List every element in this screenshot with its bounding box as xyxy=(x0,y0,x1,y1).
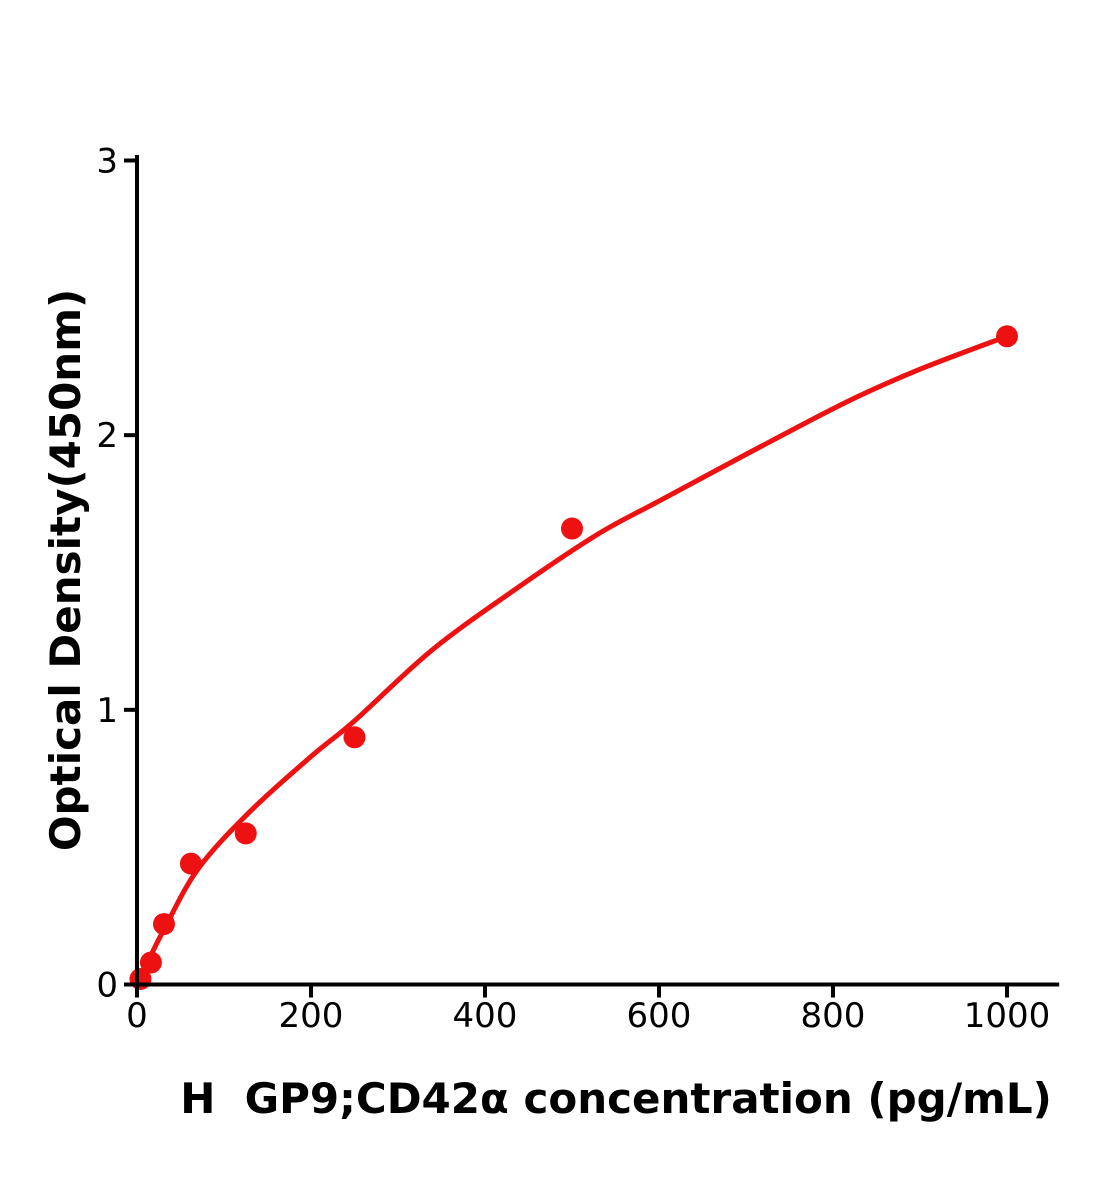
x-tick-label: 200 xyxy=(279,996,344,1036)
y-tick-label: 3 xyxy=(96,141,118,181)
data-point xyxy=(152,913,175,936)
x-tick-label: 400 xyxy=(453,996,518,1036)
data-point xyxy=(234,822,257,845)
x-axis-label: H GP9;CD42α concentration (pg/mL) xyxy=(180,1074,1052,1123)
data-point xyxy=(179,852,202,875)
y-axis-label: Optical Density(450nm) xyxy=(41,289,90,851)
y-tick-label: 0 xyxy=(96,966,118,1006)
tick-marks xyxy=(124,158,1009,998)
data-point xyxy=(996,325,1018,348)
data-point xyxy=(139,951,162,974)
fitted-curve xyxy=(134,333,1010,987)
y-tick-label: 2 xyxy=(96,416,118,456)
x-tick-label: 0 xyxy=(126,996,148,1036)
data-point xyxy=(561,517,583,540)
axes-layer: 0 200 400 600 800 1000 0 1 2 3 xyxy=(96,141,1060,1036)
y-tick-label: 1 xyxy=(96,691,118,731)
data-layer xyxy=(129,325,1018,991)
x-tick-label: 800 xyxy=(801,996,866,1036)
data-point xyxy=(343,726,366,749)
tick-labels: 0 200 400 600 800 1000 0 1 2 3 xyxy=(96,141,1050,1036)
x-tick-label: 1000 xyxy=(964,996,1051,1036)
x-tick-label: 600 xyxy=(627,996,692,1036)
